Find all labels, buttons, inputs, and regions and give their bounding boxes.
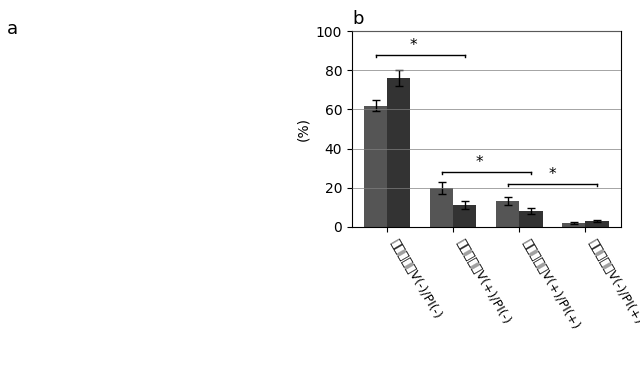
Bar <box>563 223 586 227</box>
Bar <box>586 221 609 227</box>
Text: *: * <box>410 38 417 53</box>
Bar <box>496 201 520 227</box>
Text: b: b <box>352 10 364 28</box>
Bar <box>453 205 477 227</box>
Bar <box>520 211 543 227</box>
Text: a: a <box>6 20 17 38</box>
Y-axis label: (%): (%) <box>296 117 310 141</box>
Bar <box>430 188 453 227</box>
Bar <box>364 106 387 227</box>
Text: *: * <box>476 155 484 170</box>
Text: *: * <box>548 167 556 182</box>
Bar <box>387 78 410 227</box>
